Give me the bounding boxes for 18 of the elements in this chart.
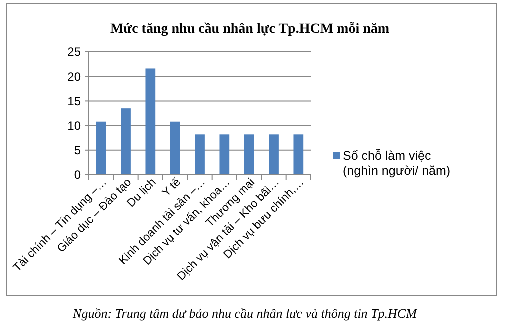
bar	[146, 68, 156, 175]
y-tick-label: 0	[74, 168, 82, 182]
bar	[244, 134, 254, 175]
bar	[269, 134, 279, 175]
bar	[96, 122, 106, 175]
bar	[170, 122, 180, 175]
chart-title: Mức tăng nhu cầu nhân lực Tp.HCM mỗi năm	[110, 22, 390, 37]
y-tick-label: 25	[68, 45, 82, 60]
bar	[294, 134, 304, 175]
bar	[121, 108, 131, 175]
bar	[195, 134, 205, 175]
y-tick-label: 20	[68, 70, 82, 84]
y-tick-label: 15	[68, 94, 82, 108]
bar	[220, 134, 230, 175]
y-tick-label: 5	[74, 144, 82, 158]
y-tick-label: 10	[68, 119, 82, 133]
text: Nguồn: Trung tâm dư báo nhu cầu nhân lưc và thông tin Tp.HCM	[72, 306, 418, 321]
legend-label: Số chỗ làm việc (nghìn người/ năm)	[343, 149, 451, 178]
